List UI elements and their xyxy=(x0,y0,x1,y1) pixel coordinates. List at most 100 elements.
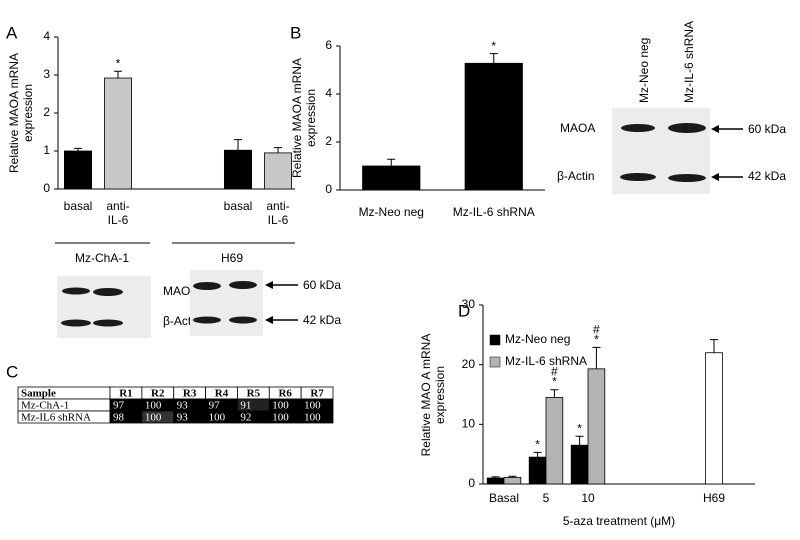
error-bar xyxy=(114,70,122,79)
error-bar xyxy=(74,147,82,151)
significance-marker: # * xyxy=(593,323,600,347)
band xyxy=(61,319,91,327)
band xyxy=(193,282,221,290)
error-bar xyxy=(234,139,242,151)
band xyxy=(229,281,257,289)
table-cell-text: 100 xyxy=(145,400,162,412)
x-tick-label: Mz-IL-6 shRNA xyxy=(453,205,535,219)
bar xyxy=(570,444,589,485)
band xyxy=(620,173,656,181)
bar xyxy=(705,352,723,485)
table-header: R1 xyxy=(119,388,132,400)
band-label: β-Actin xyxy=(557,169,595,183)
error-bar xyxy=(489,53,498,64)
table-header: R7 xyxy=(310,388,324,400)
table-header: R3 xyxy=(183,388,197,400)
arrow-head xyxy=(711,173,719,181)
y-axis-label: Relative MAOA mRNAexpression xyxy=(7,53,35,173)
x-tick-label: basal xyxy=(224,199,253,213)
table-header: R5 xyxy=(247,388,261,400)
y-tick-label: 1 xyxy=(43,143,50,157)
x-tick-label: 10 xyxy=(581,491,595,505)
table-cell-text: 92 xyxy=(240,412,251,424)
x-tick-label: 5 xyxy=(543,491,550,505)
band xyxy=(668,123,706,133)
y-tick-label: 6 xyxy=(325,38,332,52)
bar xyxy=(486,477,505,485)
error-bar xyxy=(387,158,396,166)
y-tick-label: 2 xyxy=(325,134,332,148)
arrow-head xyxy=(265,281,273,289)
legend-label: Mz-Neo neg xyxy=(505,332,570,346)
error-bar xyxy=(575,435,584,446)
lane-label: Mz-IL-6 shRNA xyxy=(682,21,696,103)
significance-marker: * xyxy=(491,39,496,53)
y-axis-label: Relative MAOA mRNAexpression xyxy=(290,58,318,178)
bar xyxy=(64,150,93,190)
x-tick-label: anti-IL-6 xyxy=(106,199,129,227)
band xyxy=(668,174,706,182)
table-cell-text: 97 xyxy=(209,400,221,412)
table-cell-text: 100 xyxy=(272,412,289,424)
bar xyxy=(362,165,421,191)
table-cell-text: 100 xyxy=(272,400,289,412)
band xyxy=(193,316,221,324)
y-axis-label: Relative MAO A mRNAexpression xyxy=(419,334,447,457)
bar xyxy=(503,477,522,485)
x-tick-label: Mz-Neo neg xyxy=(359,205,424,219)
error-bar xyxy=(508,475,517,478)
legend-swatch xyxy=(489,334,501,346)
table-cell-text: 91 xyxy=(240,400,251,412)
size-label: 42 kDa xyxy=(303,313,341,327)
y-tick-label: 0 xyxy=(43,181,50,195)
error-bar xyxy=(491,476,500,479)
x-tick-label: Basal xyxy=(489,491,519,505)
y-tick-label: 0 xyxy=(468,476,475,490)
x-axis-label: 5-aza treatment (μM) xyxy=(563,514,675,528)
band xyxy=(62,287,90,295)
legend-swatch xyxy=(489,356,501,368)
y-tick-label: 2 xyxy=(43,105,50,119)
group-label: H69 xyxy=(221,251,243,265)
y-tick-label: 4 xyxy=(43,29,50,43)
blot xyxy=(190,270,263,336)
bar xyxy=(528,456,547,485)
y-tick-label: 30 xyxy=(462,297,476,311)
band xyxy=(93,319,123,327)
arrow-head xyxy=(711,125,719,133)
bar xyxy=(104,77,133,190)
table-cell-text: Mz-ChA-1 xyxy=(21,400,69,412)
band xyxy=(93,288,123,296)
table-cell-text: 100 xyxy=(145,412,162,424)
table-header: R2 xyxy=(151,388,165,400)
y-tick-label: 20 xyxy=(462,357,476,371)
y-tick-label: 3 xyxy=(43,67,50,81)
significance-marker: # * xyxy=(551,365,558,389)
lane-label: Mz-Neo neg xyxy=(637,38,651,103)
panel-label: A xyxy=(6,23,18,42)
significance-marker: * xyxy=(535,438,540,452)
bar xyxy=(223,149,252,190)
band xyxy=(621,124,655,132)
band xyxy=(229,316,257,324)
x-tick-label: basal xyxy=(64,199,93,213)
band-label: MAOA xyxy=(163,284,198,298)
table-header: Sample xyxy=(21,388,56,400)
y-tick-label: 10 xyxy=(462,417,476,431)
size-label: 60 kDa xyxy=(303,278,341,292)
bar xyxy=(545,397,564,485)
x-tick-label: H69 xyxy=(703,491,725,505)
band-label: MAOA xyxy=(560,121,595,135)
x-tick-label: anti-IL-6 xyxy=(266,199,289,227)
table-cell xyxy=(300,410,334,424)
table-cell-text: 98 xyxy=(113,412,125,424)
table-header: R6 xyxy=(278,388,292,400)
bar xyxy=(263,152,292,190)
table-cell-text: Mz-IL6 shRNA xyxy=(21,412,91,424)
table-header: R4 xyxy=(215,388,229,400)
error-bar xyxy=(710,339,718,353)
group-label: Mz-ChA-1 xyxy=(75,251,129,265)
panel-label: D xyxy=(458,301,470,320)
panel-label: C xyxy=(6,362,18,381)
